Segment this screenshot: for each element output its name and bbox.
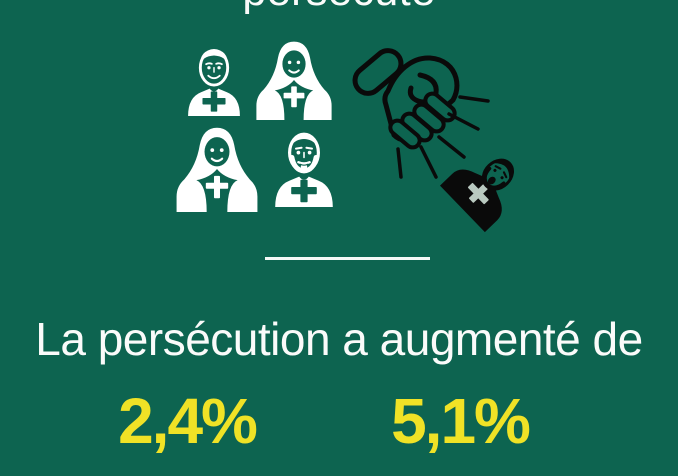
fist-icon bbox=[352, 48, 460, 150]
falling-priest-icon bbox=[439, 158, 514, 233]
statement-text: La persécution a augmenté de bbox=[35, 313, 643, 365]
nun-icon bbox=[175, 126, 259, 214]
priest-icon bbox=[186, 48, 242, 118]
divider-line bbox=[265, 257, 430, 260]
nun-icon bbox=[255, 40, 333, 122]
stat-value-2: 5,1% bbox=[391, 385, 531, 457]
persecution-illustration bbox=[175, 40, 514, 233]
impact-lines-icon bbox=[396, 95, 490, 179]
bearded-priest-icon bbox=[275, 134, 333, 207]
page-title: persécuté bbox=[0, 0, 678, 13]
stat-value-1: 2,4% bbox=[118, 385, 258, 457]
